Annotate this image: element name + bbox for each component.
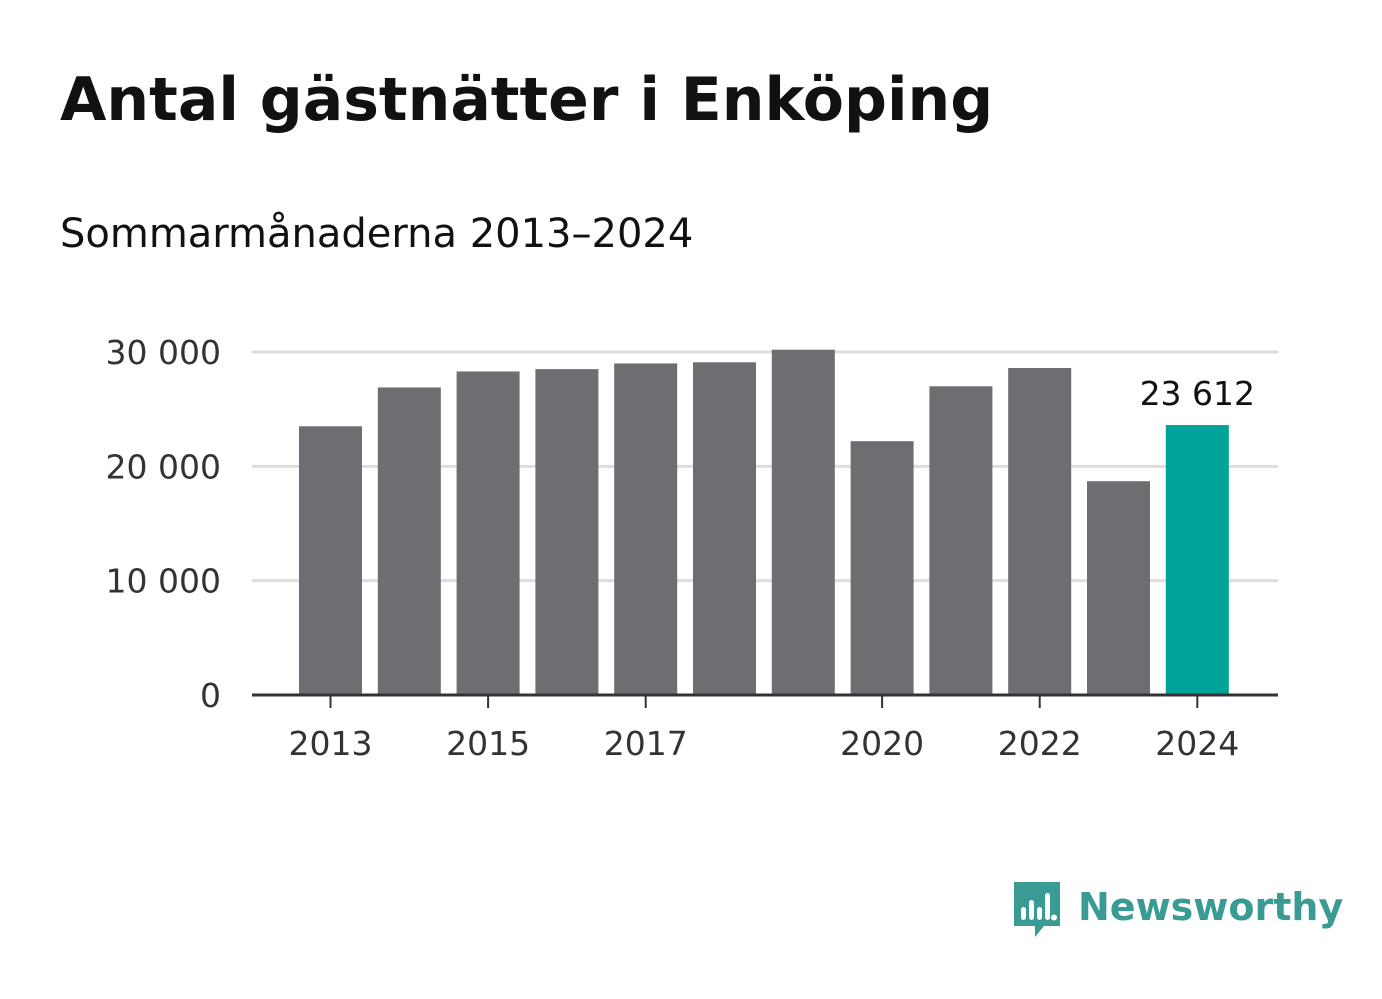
- chart-title: Antal gästnätter i Enköping: [60, 65, 994, 135]
- chart-subtitle: Sommarmånaderna 2013–2024: [60, 211, 694, 257]
- bar-2019: [771, 349, 835, 695]
- y-tick-label: 20 000: [106, 447, 221, 486]
- y-tick-label: 10 000: [106, 562, 221, 601]
- x-tick-label: 2022: [998, 724, 1082, 763]
- data-label-highlight: 23 612: [1140, 374, 1255, 413]
- brand-name: Newsworthy: [1078, 885, 1344, 929]
- bar-2023: [1087, 481, 1150, 695]
- x-axis-ticks: 2013 2015 2017 2020 2022 2024: [289, 695, 1239, 763]
- bar-2013: [299, 426, 362, 695]
- bar-2018: [693, 362, 756, 695]
- bar-2017: [614, 363, 678, 695]
- bar-2020: [850, 441, 914, 695]
- y-tick-label: 0: [200, 676, 221, 715]
- x-tick-label: 2013: [289, 724, 373, 763]
- bar-2024: [1165, 425, 1229, 695]
- y-tick-label: 30 000: [106, 333, 221, 372]
- bars: [299, 349, 1229, 695]
- bar-2015: [456, 371, 520, 695]
- newsworthy-logo-icon: [1014, 882, 1060, 937]
- y-axis-ticks: 0 10 000 20 000 30 000: [106, 333, 221, 715]
- x-tick-label: 2020: [840, 724, 924, 763]
- x-tick-label: 2024: [1155, 724, 1239, 763]
- data-labels: 23 612: [1140, 374, 1255, 413]
- x-tick-label: 2017: [604, 724, 688, 763]
- bar-2014: [377, 387, 441, 695]
- x-tick-label: 2015: [446, 724, 530, 763]
- bar-2022: [1008, 368, 1072, 695]
- bar-2021: [929, 386, 993, 695]
- bar-2016: [535, 369, 599, 695]
- newsworthy-logo: Newsworthy: [1012, 878, 1343, 942]
